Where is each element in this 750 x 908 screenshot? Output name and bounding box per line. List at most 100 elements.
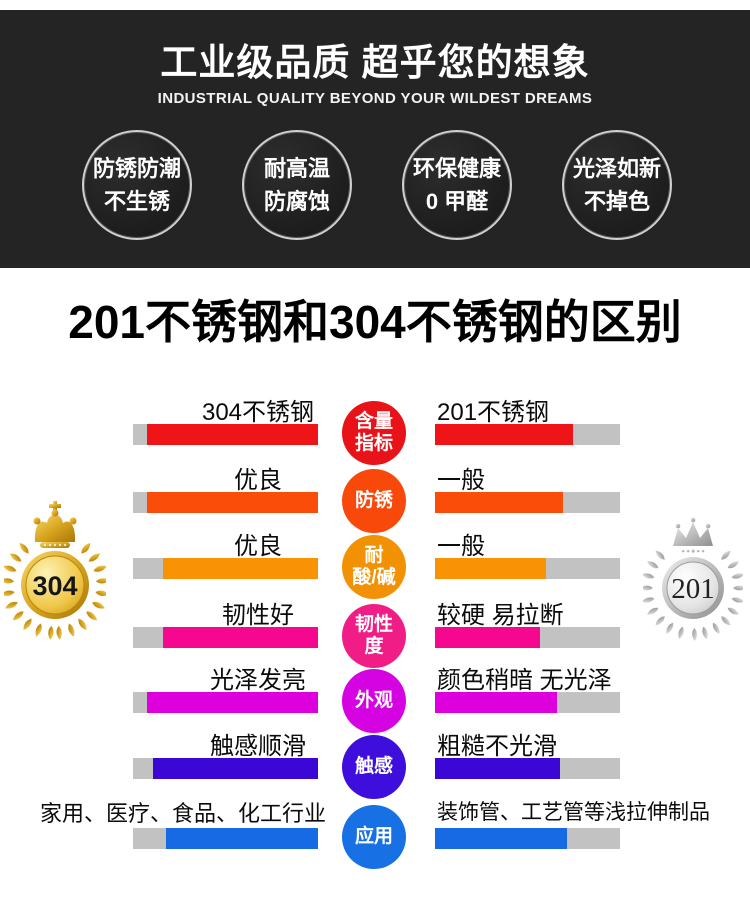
badge-201-silver: 201 [643,517,743,642]
feature-line1: 光泽如新 [572,156,661,181]
metric-line1: 触感 [354,756,393,778]
right-bar [435,558,620,579]
left-bar [133,424,318,445]
metric-line1: 外观 [354,690,393,712]
right-value-label: 较硬 易拉断 [437,602,564,629]
right-value-label: 装饰管、工艺管等浅拉伸制品 [437,801,710,824]
left-bar [133,492,318,513]
right-bar [435,758,620,779]
left-value-label: 光泽发亮 [210,667,306,694]
metric-badge-rustproof: 防锈 [342,469,406,533]
bar-fill [163,558,318,579]
left-bar [133,558,318,579]
metric-line1: 韧性 [354,614,393,636]
bar-fill [435,758,560,779]
bar-gray-cap [573,424,620,445]
metric-badge-touch: 触感 [342,735,406,799]
right-value-label: 粗糙不光滑 [437,733,557,760]
feature-circle-rustproof: 防锈防潮 不生锈 [82,130,192,240]
comparison-row-rustproof: 优良 一般 防锈 [0,458,750,533]
right-bar [435,492,620,513]
bar-gray-cap [133,828,166,849]
badge-304-label: 304 [32,571,77,601]
medal: 304 [21,551,89,619]
crown-icon [673,517,713,553]
left-value-label: 触感顺滑 [210,733,306,760]
left-value-label: 家用、医疗、食品、化工行业 [39,801,326,826]
feature-line1: 防锈防潮 [92,156,181,181]
left-bar [133,692,318,713]
left-bar [133,758,318,779]
right-bar [435,627,620,648]
feature-circle-heatproof: 耐高温 防腐蚀 [242,130,352,240]
metric-badge-application: 应用 [342,805,406,869]
feature-line2: 不掉色 [583,189,650,214]
comparison-row-content: 304不锈钢 201不锈钢 含量 指标 [0,390,750,465]
bar-gray-cap [133,424,147,445]
bar-gray-cap [133,758,153,779]
metric-badge-toughness: 韧性 度 [342,604,406,668]
bar-fill [435,692,557,713]
bar-fill [435,492,563,513]
feature-line1: 耐高温 [263,156,330,181]
left-value-label: 304不锈钢 [201,399,315,426]
right-bar [435,828,620,849]
metric-badge-appearance: 外观 [342,669,406,733]
comparison-row-appearance: 光泽发亮 颜色稍暗 无光泽 外观 [0,658,750,733]
feature-line2: 0 甲醛 [425,189,489,214]
bar-fill [147,692,318,713]
comparison-row-acid-resistance: 优良 一般 耐 酸/碱 [0,524,750,599]
hero-banner: 工业级品质 超乎您的想象 INDUSTRIAL QUALITY BEYOND Y… [0,10,750,268]
bar-gray-cap [133,492,147,513]
badge-201-label: 201 [671,573,715,605]
metric-line1: 防锈 [354,490,393,512]
bar-gray-cap [133,558,163,579]
bar-gray-cap [563,492,620,513]
left-bar [133,627,318,648]
feature-line2: 不生锈 [103,189,170,214]
bar-fill [163,627,318,648]
right-bar [435,424,620,445]
feature-circle-gloss: 光泽如新 不掉色 [562,130,672,240]
feature-circle-eco: 环保健康 0 甲醛 [402,130,512,240]
hero-title: 工业级品质 超乎您的想象 [160,42,590,83]
section-title: 201不锈钢和304不锈钢的区别 [68,296,682,348]
metric-line1: 应用 [354,826,393,848]
bar-gray-cap [133,627,163,648]
bar-gray-cap [546,558,620,579]
bar-fill [435,424,573,445]
bar-fill [166,828,318,849]
bar-gray-cap [540,627,620,648]
left-value-label: 韧性好 [222,602,294,629]
bar-fill [435,627,540,648]
feature-line2: 防腐蚀 [263,189,330,214]
bar-fill [147,492,318,513]
left-value-label: 优良 [234,467,282,494]
metric-badge-content-index: 含量 指标 [342,401,406,465]
bar-fill [153,758,318,779]
metric-line2: 酸/碱 [352,567,396,588]
comparison-row-touch: 触感顺滑 粗糙不光滑 触感 [0,724,750,799]
metric-line2: 指标 [354,433,393,454]
feature-line1: 环保健康 [412,156,501,181]
left-bar [133,828,318,849]
bar-gray-cap [560,758,620,779]
badge-304-gold: 304 [4,501,106,641]
medal: 201 [662,557,724,619]
bar-fill [435,828,567,849]
bar-fill [435,558,546,579]
hero-subtitle: INDUSTRIAL QUALITY BEYOND YOUR WILDEST D… [157,90,593,107]
comparison-row-application: 家用、医疗、食品、化工行业 装饰管、工艺管等浅拉伸制品 应用 [0,794,750,869]
right-value-label: 201不锈钢 [437,399,550,426]
metric-line1: 耐 [364,545,384,567]
metric-line2: 度 [364,636,384,657]
bar-gray-cap [133,692,147,713]
right-value-label: 颜色稍暗 无光泽 [437,667,612,694]
bar-gray-cap [567,828,620,849]
left-value-label: 优良 [234,533,282,560]
crown-icon [33,501,77,548]
metric-line1: 含量 [354,411,393,433]
comparison-row-toughness: 韧性好 较硬 易拉断 韧性 度 [0,593,750,668]
bar-fill [147,424,318,445]
